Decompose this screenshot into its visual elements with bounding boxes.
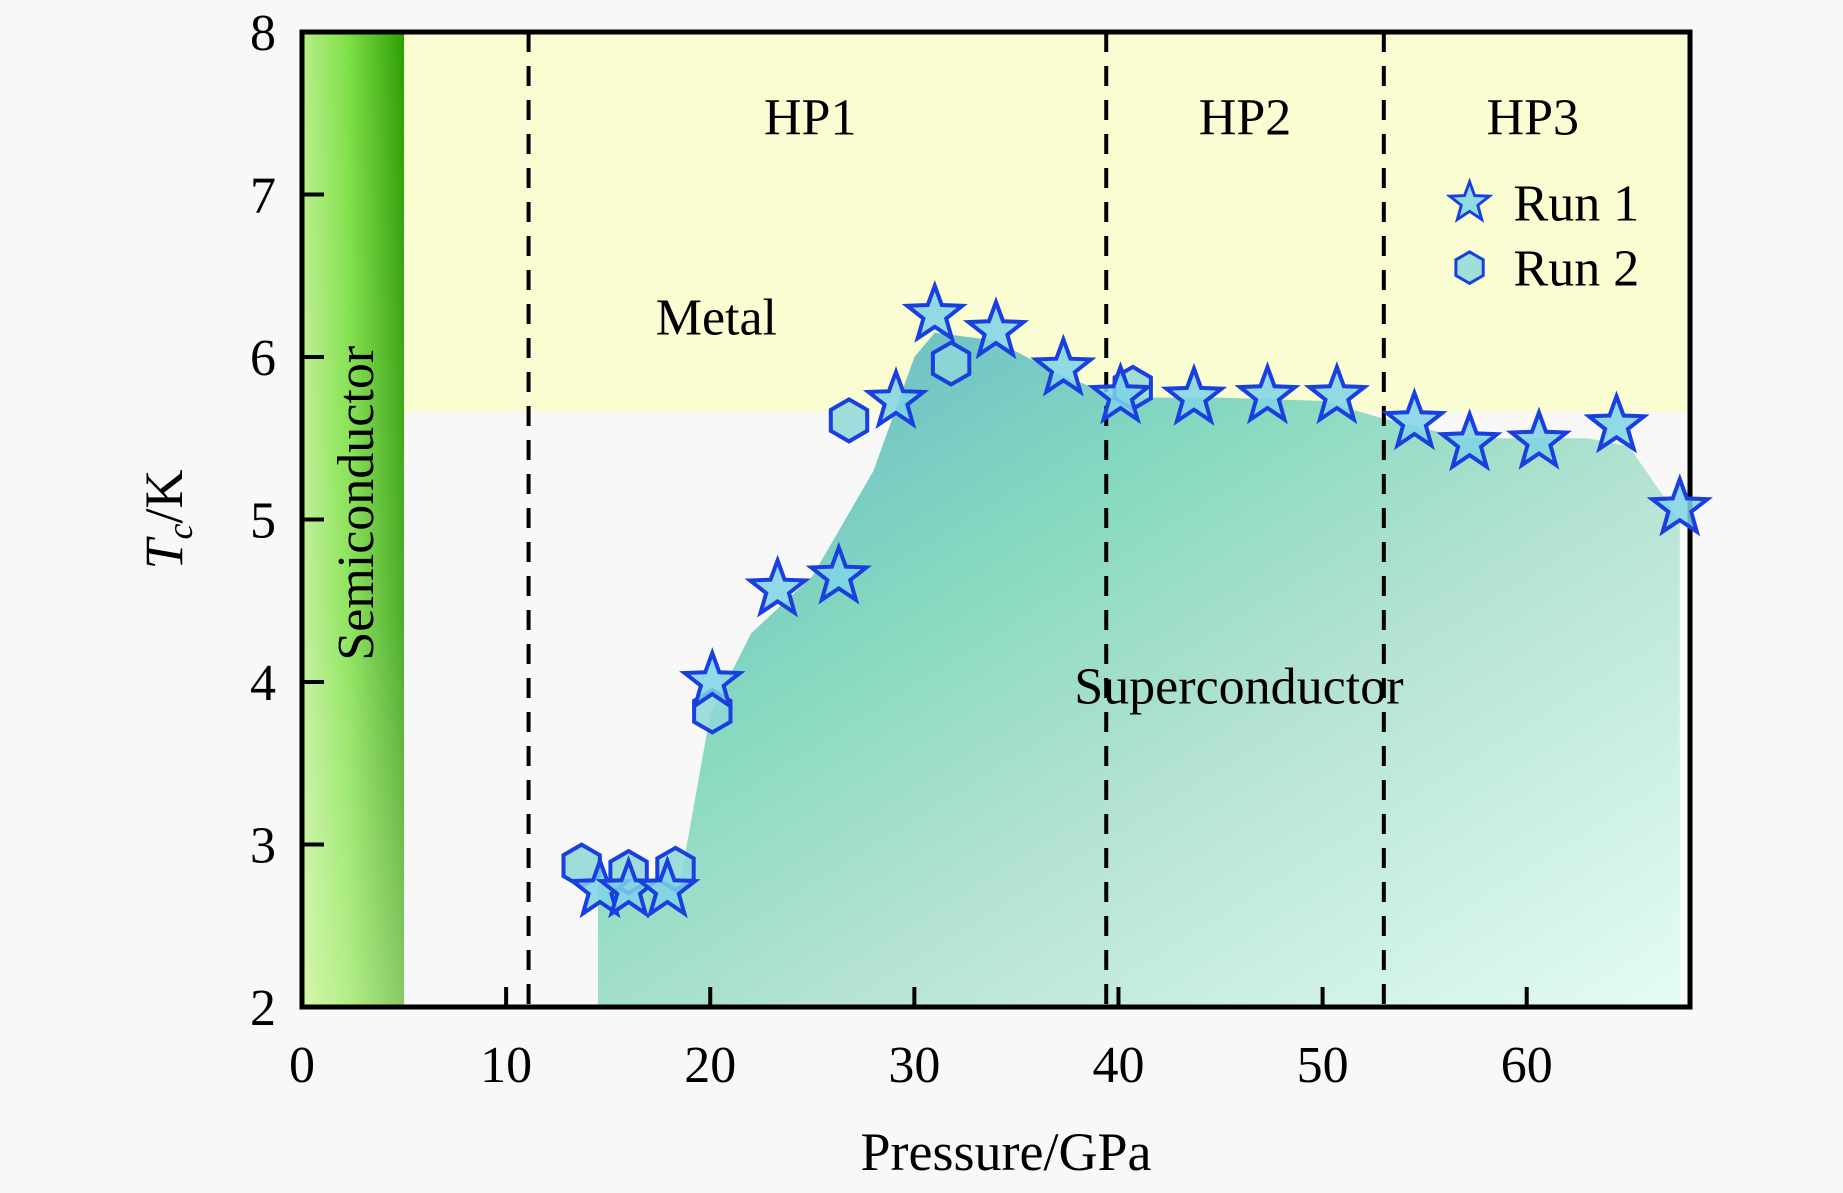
y-tick-label: 8 bbox=[250, 5, 276, 62]
semiconductor-label: Semiconductor bbox=[328, 346, 385, 661]
run1-star-point bbox=[1583, 390, 1650, 454]
y-tick-label: 2 bbox=[250, 980, 276, 1037]
y-axis-label-symbol: T bbox=[134, 536, 194, 570]
superconductor-label: Superconductor bbox=[1074, 658, 1403, 715]
run1-star-point bbox=[1381, 387, 1448, 451]
legend-hexagon-icon bbox=[1454, 250, 1485, 286]
run1-star-point bbox=[1436, 408, 1503, 472]
run1-star-point bbox=[634, 855, 701, 919]
data-markers bbox=[561, 279, 1713, 919]
run1-star-point bbox=[1303, 361, 1371, 425]
run2-hexagon-point bbox=[930, 340, 972, 387]
legend-run1-star-icon bbox=[1445, 177, 1494, 223]
x-tick-label: 60 bbox=[1501, 1037, 1553, 1094]
phase-boundary-lines bbox=[526, 32, 1386, 1007]
x-tick-label: 30 bbox=[888, 1037, 940, 1094]
x-tick-label: 40 bbox=[1092, 1037, 1144, 1094]
y-axis-ticks: 2 3 4 5 6 7 8 bbox=[250, 5, 324, 1037]
hp3-label: HP3 bbox=[1487, 90, 1579, 147]
hp1-label: HP1 bbox=[764, 90, 856, 147]
run1-star-point bbox=[1505, 406, 1573, 470]
x-tick-label: 0 bbox=[289, 1037, 315, 1094]
y-tick-label: 3 bbox=[250, 818, 276, 875]
x-axis-ticks: 0 10 20 30 40 50 60 bbox=[289, 987, 1553, 1094]
run1-star-point bbox=[1160, 362, 1228, 426]
y-tick-label: 6 bbox=[250, 330, 276, 387]
legend: Run 1 Run 2 bbox=[1445, 176, 1640, 298]
y-tick-label: 7 bbox=[250, 168, 276, 225]
y-axis-label-unit: /K bbox=[134, 469, 194, 523]
run1-star-point bbox=[744, 554, 811, 618]
run2-hexagon-point bbox=[828, 397, 870, 444]
x-tick-label: 50 bbox=[1297, 1037, 1349, 1094]
y-axis-label: Tc/K bbox=[134, 469, 200, 569]
y-tick-label: 5 bbox=[250, 493, 276, 550]
run1-star-point bbox=[679, 647, 746, 711]
y-tick-label: 4 bbox=[250, 655, 276, 712]
run1-star-point bbox=[862, 366, 930, 429]
x-tick-label: 20 bbox=[684, 1037, 736, 1094]
run1-star-point bbox=[1646, 473, 1713, 537]
run1-star-point bbox=[805, 541, 872, 605]
legend-label-run1: Run 1 bbox=[1514, 176, 1640, 233]
y-axis-label-subscript: c bbox=[160, 523, 200, 539]
legend-run2-hexagon-icon bbox=[1454, 250, 1485, 286]
run1-star-point bbox=[1087, 361, 1154, 425]
run1-star-point bbox=[1234, 361, 1301, 425]
run1-star-point bbox=[901, 279, 968, 343]
x-axis-label: Pressure/GPa bbox=[861, 1122, 1152, 1182]
superconductor-region bbox=[598, 332, 1680, 1007]
run1-star-point bbox=[1030, 333, 1097, 397]
legend-label-run2: Run 2 bbox=[1514, 241, 1640, 298]
legend-star-icon bbox=[1445, 177, 1494, 223]
x-tick-label: 10 bbox=[480, 1037, 532, 1094]
metal-label: Metal bbox=[656, 289, 777, 346]
regions-layer bbox=[302, 32, 1690, 1007]
run1-star-point bbox=[962, 296, 1030, 360]
hp2-label: HP2 bbox=[1199, 90, 1291, 147]
